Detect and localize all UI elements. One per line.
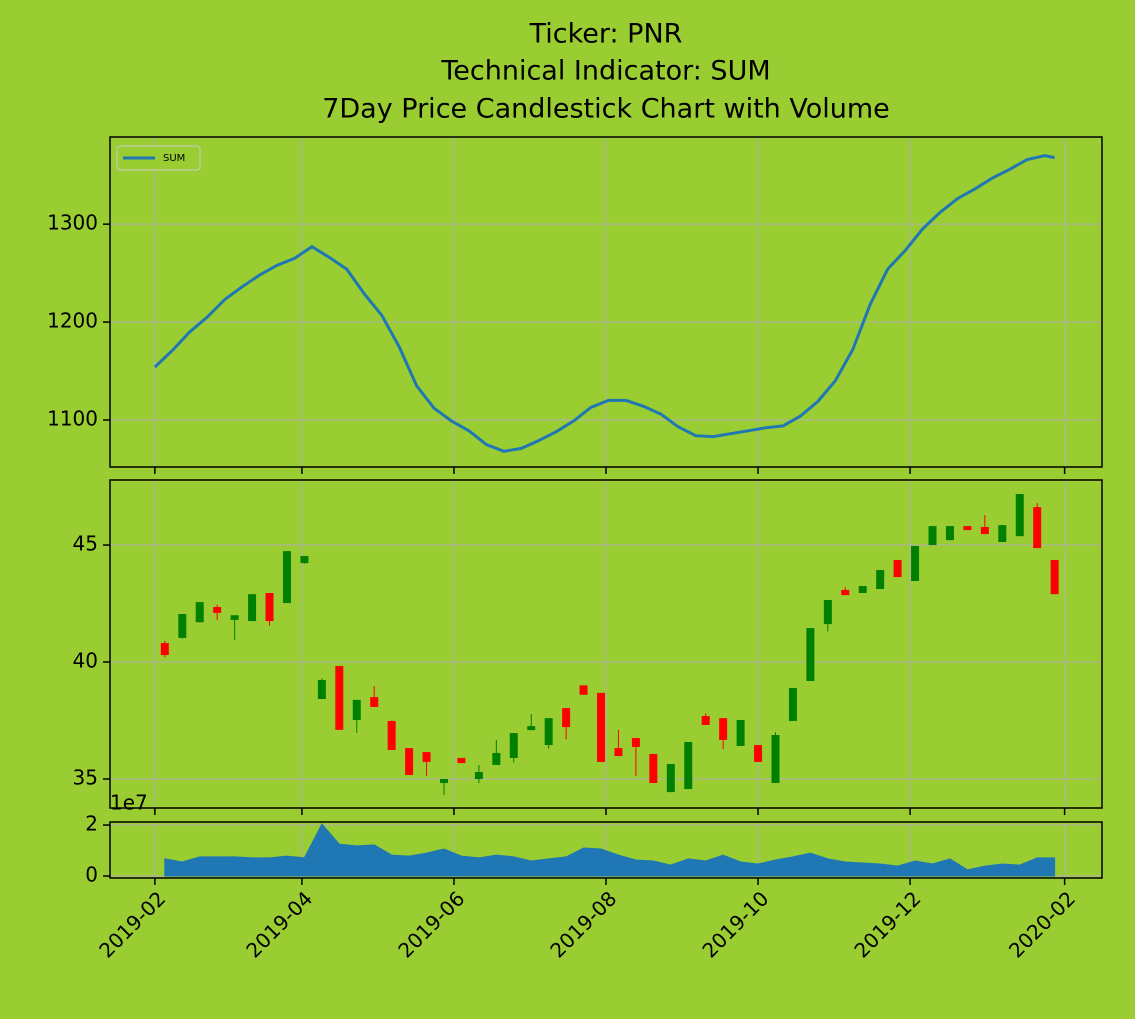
candle-body xyxy=(370,697,379,707)
y-tick-label: 1300 xyxy=(47,211,98,235)
candle-body xyxy=(841,589,850,596)
candle-body xyxy=(352,699,361,721)
candle-body xyxy=(405,748,414,776)
legend-label: SUM xyxy=(163,153,185,164)
title-line: Technical Indicator: SUM xyxy=(440,56,770,87)
candle-body xyxy=(701,716,710,725)
candle-body xyxy=(544,718,553,746)
candle-body xyxy=(387,720,396,750)
line-series xyxy=(153,154,1055,453)
legend-box xyxy=(116,145,201,171)
candle-body xyxy=(631,738,640,747)
candle-body xyxy=(248,594,257,622)
y-tick-label: 40 xyxy=(73,649,98,673)
candle-body xyxy=(160,643,169,655)
title-line: Ticker: PNR xyxy=(529,19,683,50)
y-tick-label: 1100 xyxy=(47,406,98,430)
candle-body xyxy=(614,748,623,757)
title-line: 7Day Price Candlestick Chart with Volume xyxy=(322,94,890,125)
axes-frame xyxy=(109,136,1103,468)
candle-body xyxy=(649,753,658,783)
candle-body xyxy=(754,745,763,762)
candle-body xyxy=(684,742,693,790)
candle-body xyxy=(265,592,274,622)
candle-body xyxy=(439,778,448,783)
candle-body xyxy=(876,570,885,590)
axes-frame xyxy=(109,821,1103,879)
candle-body xyxy=(666,764,675,793)
candle-body xyxy=(928,526,937,546)
candle-body xyxy=(579,685,588,695)
candle-body xyxy=(300,556,309,564)
candle-body xyxy=(562,708,571,728)
candle-body xyxy=(1015,494,1024,537)
candle-body xyxy=(945,526,954,541)
candle-body xyxy=(911,545,920,582)
candle-body xyxy=(963,526,972,531)
candle-body xyxy=(998,525,1007,542)
candle-body xyxy=(335,665,344,730)
candle-body xyxy=(492,753,501,765)
candle-body xyxy=(317,680,326,699)
candle-body xyxy=(457,757,466,764)
candle-body xyxy=(178,614,187,638)
candle-body xyxy=(788,687,797,721)
candle-body xyxy=(771,735,780,783)
y-tick-label: 35 xyxy=(73,765,98,789)
candle-body xyxy=(509,733,518,758)
candle-body xyxy=(806,628,815,681)
candle-body xyxy=(282,551,291,604)
y-tick-label: 45 xyxy=(73,532,98,556)
candle-body xyxy=(1033,507,1042,549)
y-tick-label: 0 xyxy=(85,863,98,887)
candle-body xyxy=(474,771,483,779)
candle-body xyxy=(980,527,989,535)
candle-body xyxy=(823,600,832,625)
y-tick-label: 2 xyxy=(85,812,98,836)
candle-body xyxy=(527,726,536,731)
candle-body xyxy=(719,718,728,740)
candle-body xyxy=(893,560,902,578)
candle-body xyxy=(213,607,222,613)
candle-body xyxy=(1050,560,1059,595)
candle-body xyxy=(422,752,431,762)
candle-body xyxy=(736,720,745,747)
axes-frame xyxy=(109,479,1103,809)
offset-label: 1e7 xyxy=(110,791,148,815)
area-series xyxy=(164,823,1056,877)
candle-body xyxy=(597,692,606,762)
candle-body xyxy=(858,585,867,593)
candle-body xyxy=(195,602,204,623)
y-tick-label: 1200 xyxy=(47,309,98,333)
candle-body xyxy=(230,615,239,620)
